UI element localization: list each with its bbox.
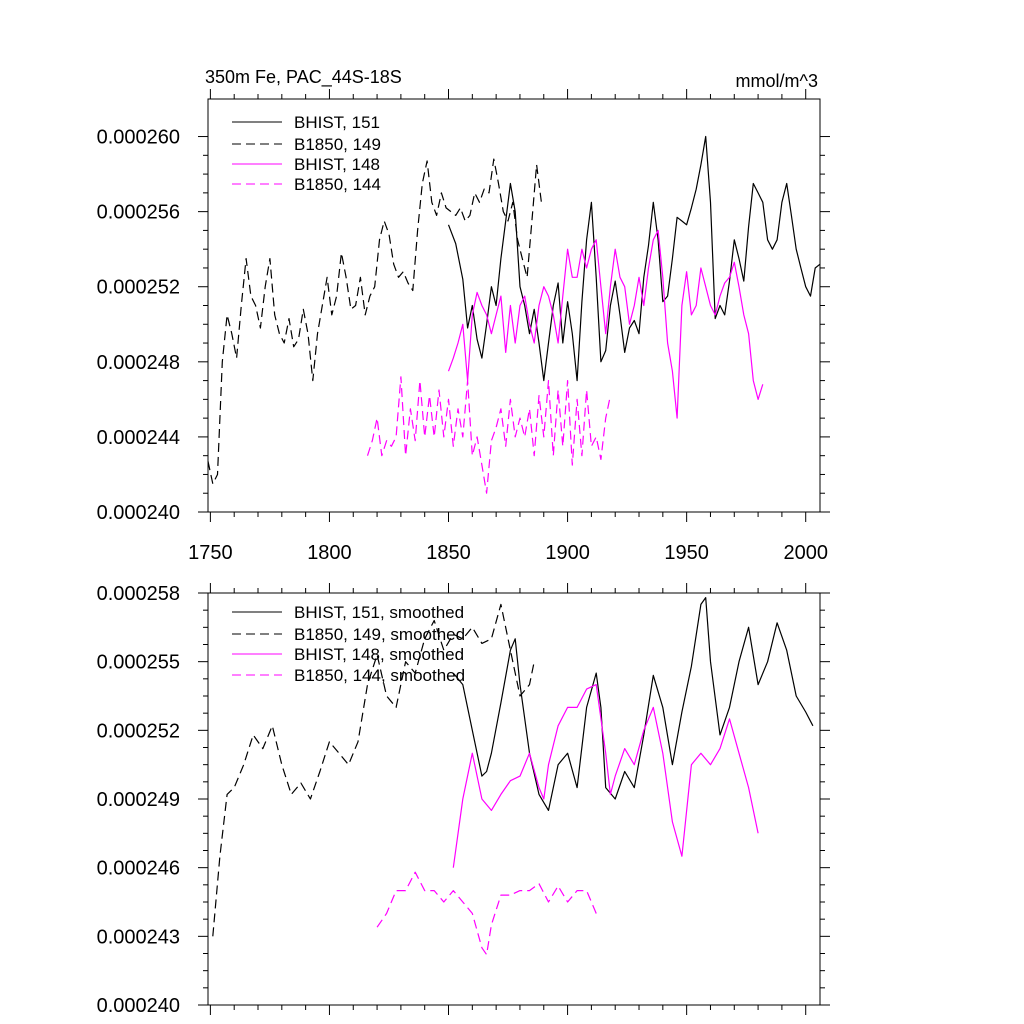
legend-label: BHIST, 151, smoothed	[294, 603, 464, 622]
legend-label: BHIST, 151	[294, 113, 380, 132]
bottom-legend: BHIST, 151, smoothed B1850, 149, smoothe…	[232, 603, 465, 685]
y-tick-label: 0.000258	[97, 583, 180, 605]
top-x-axis: 1750 1800 1850 1900 1950 2000	[188, 89, 828, 564]
bottom-x-axis	[209, 583, 807, 1015]
y-tick-label: 0.000255	[97, 652, 180, 674]
x-tick-label: 1800	[307, 542, 352, 564]
legend-label: B1850, 149, smoothed	[294, 625, 465, 644]
y-tick-label: 0.000248	[97, 352, 180, 374]
y-tick-label: 0.000252	[97, 720, 180, 742]
series-line-b1850-144	[366, 376, 611, 494]
top-panel: 350m Fe, PAC_44S-18S mmol/m^3 0.0002400.…	[97, 67, 830, 564]
series-line-bhist-151-smoothed	[452, 596, 814, 812]
y-tick-label: 0.000240	[97, 995, 180, 1017]
y-tick-label: 0.000246	[97, 858, 180, 880]
x-tick-label: 1900	[545, 542, 590, 564]
series-line-bhist-151	[447, 135, 821, 382]
y-tick-label: 0.000252	[97, 277, 180, 299]
series-line-bhist-148-smoothed	[452, 683, 759, 868]
x-tick-label: 1950	[664, 542, 709, 564]
series-line-b1850-149	[207, 158, 542, 485]
top-series-group	[207, 135, 821, 494]
legend-label: B1850, 149	[294, 135, 381, 154]
legend-label: B1850, 144, smoothed	[294, 666, 465, 685]
top-legend: BHIST, 151 B1850, 149 BHIST, 148 B1850, …	[232, 113, 381, 194]
series-line-b1850-144-smoothed	[376, 871, 601, 956]
top-panel-units: mmol/m^3	[736, 71, 818, 91]
x-tick-label: 2000	[783, 542, 828, 564]
series-line-b1850-149-smoothed	[212, 603, 535, 937]
bottom-series-group	[212, 596, 814, 956]
legend-label: B1850, 144	[294, 175, 381, 194]
top-panel-title: 350m Fe, PAC_44S-18S	[205, 67, 402, 88]
y-tick-label: 0.000243	[97, 926, 180, 948]
top-y-axis: 0.000240 0.000244 0.000248 0.000252 0.000256…	[97, 127, 830, 524]
bottom-y-axis: 0.000240 0.000243 0.000246 0.000249 0.000252…	[97, 583, 830, 1017]
legend-label: BHIST, 148	[294, 155, 380, 174]
x-tick-label: 1850	[426, 542, 471, 564]
y-tick-label: 0.000240	[97, 502, 180, 524]
y-tick-label: 0.000249	[97, 789, 180, 811]
x-tick-label: 1750	[188, 542, 233, 564]
bottom-panel: 0.000240 0.000243 0.000246 0.000249 0.000252…	[97, 583, 830, 1017]
y-tick-label: 0.000260	[97, 127, 180, 149]
y-tick-label: 0.000256	[97, 202, 180, 224]
y-tick-label: 0.000244	[97, 427, 180, 449]
series-line-bhist-148	[447, 229, 764, 419]
legend-label: BHIST, 148, smoothed	[294, 645, 464, 664]
